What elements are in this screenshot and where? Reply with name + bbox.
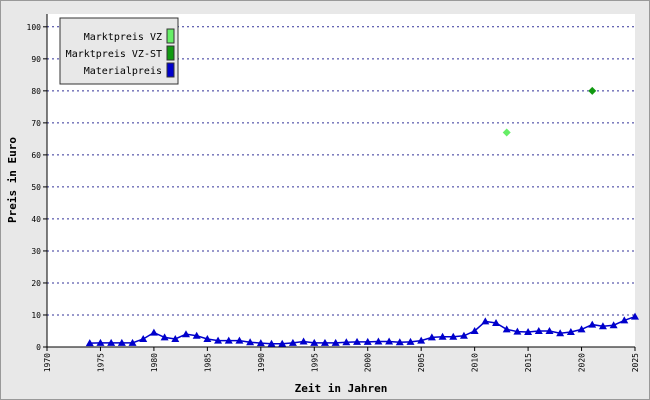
x-tick-label: 1975: [96, 353, 105, 372]
point: [502, 128, 511, 137]
legend-label: Materialpreis: [84, 66, 162, 77]
point: [203, 334, 212, 342]
point: [310, 338, 319, 346]
point: [224, 336, 233, 344]
point: [139, 334, 148, 342]
point: [481, 317, 490, 325]
legend-swatch: [166, 45, 175, 61]
y-tick-label: 0: [36, 343, 41, 352]
x-tick-label: 1980: [150, 353, 159, 372]
point: [288, 338, 297, 346]
x-tick-label: 2000: [364, 353, 373, 372]
legend-box: [59, 17, 179, 85]
point: [171, 334, 180, 342]
x-tick-label: 2020: [578, 353, 587, 372]
y-tick-label: 80: [31, 87, 41, 96]
point: [631, 312, 639, 320]
point: [588, 86, 597, 95]
point: [449, 332, 458, 340]
point: [96, 338, 105, 346]
x-tick-label: 2005: [417, 353, 426, 372]
point: [235, 336, 244, 344]
point: [160, 333, 169, 341]
point: [492, 318, 501, 326]
y-tick-label: 90: [31, 55, 41, 64]
point: [128, 338, 137, 346]
y-axis-label: Preis in Euro: [6, 137, 19, 223]
y-tick-label: 50: [31, 183, 41, 192]
point: [256, 339, 265, 347]
point: [107, 338, 116, 346]
point: [214, 336, 223, 344]
point: [85, 339, 94, 347]
point: [598, 322, 607, 330]
point: [502, 325, 511, 333]
point: [117, 338, 126, 346]
point: [545, 326, 554, 334]
point: [406, 337, 415, 345]
point: [427, 333, 436, 341]
x-tick-label: 2010: [471, 353, 480, 372]
point: [320, 338, 329, 346]
point: [149, 328, 158, 336]
legend-swatch: [166, 62, 175, 78]
x-tick-label: 1995: [310, 353, 319, 372]
point: [342, 338, 351, 346]
point: [524, 327, 533, 335]
y-tick-label: 30: [31, 247, 41, 256]
legend-label: Marktpreis VZ: [84, 32, 162, 43]
point: [267, 339, 276, 347]
y-tick-label: 20: [31, 279, 41, 288]
point: [417, 336, 426, 344]
point: [470, 326, 479, 334]
point: [395, 338, 404, 346]
point: [513, 327, 522, 335]
point: [353, 337, 362, 345]
x-tick-label: 1985: [203, 353, 212, 372]
y-tick-label: 70: [31, 119, 41, 128]
point: [438, 332, 447, 340]
x-tick-label: 2025: [631, 353, 640, 372]
point: [556, 329, 565, 337]
point: [246, 338, 255, 346]
point: [299, 337, 308, 345]
point: [588, 320, 597, 328]
y-tick-label: 100: [27, 23, 42, 32]
x-tick-label: 1990: [257, 353, 266, 372]
legend-label: Marktpreis VZ-ST: [66, 49, 162, 60]
point: [620, 316, 629, 324]
x-tick-label: 1970: [43, 353, 52, 372]
point: [459, 331, 468, 339]
point: [609, 321, 618, 329]
y-tick-label: 10: [31, 311, 41, 320]
point: [363, 337, 372, 345]
point: [385, 337, 394, 345]
series-line: [89, 315, 636, 345]
legend-swatch: [166, 28, 175, 44]
point: [181, 330, 190, 338]
point: [331, 338, 340, 346]
y-tick-label: 60: [31, 151, 41, 160]
point: [278, 339, 287, 347]
point: [192, 331, 201, 339]
point: [534, 326, 543, 334]
point: [374, 337, 383, 345]
y-tick-label: 40: [31, 215, 41, 224]
point: [577, 325, 586, 333]
point: [566, 327, 575, 335]
x-axis-label: Zeit in Jahren: [295, 382, 388, 395]
x-tick-label: 2015: [524, 353, 533, 372]
